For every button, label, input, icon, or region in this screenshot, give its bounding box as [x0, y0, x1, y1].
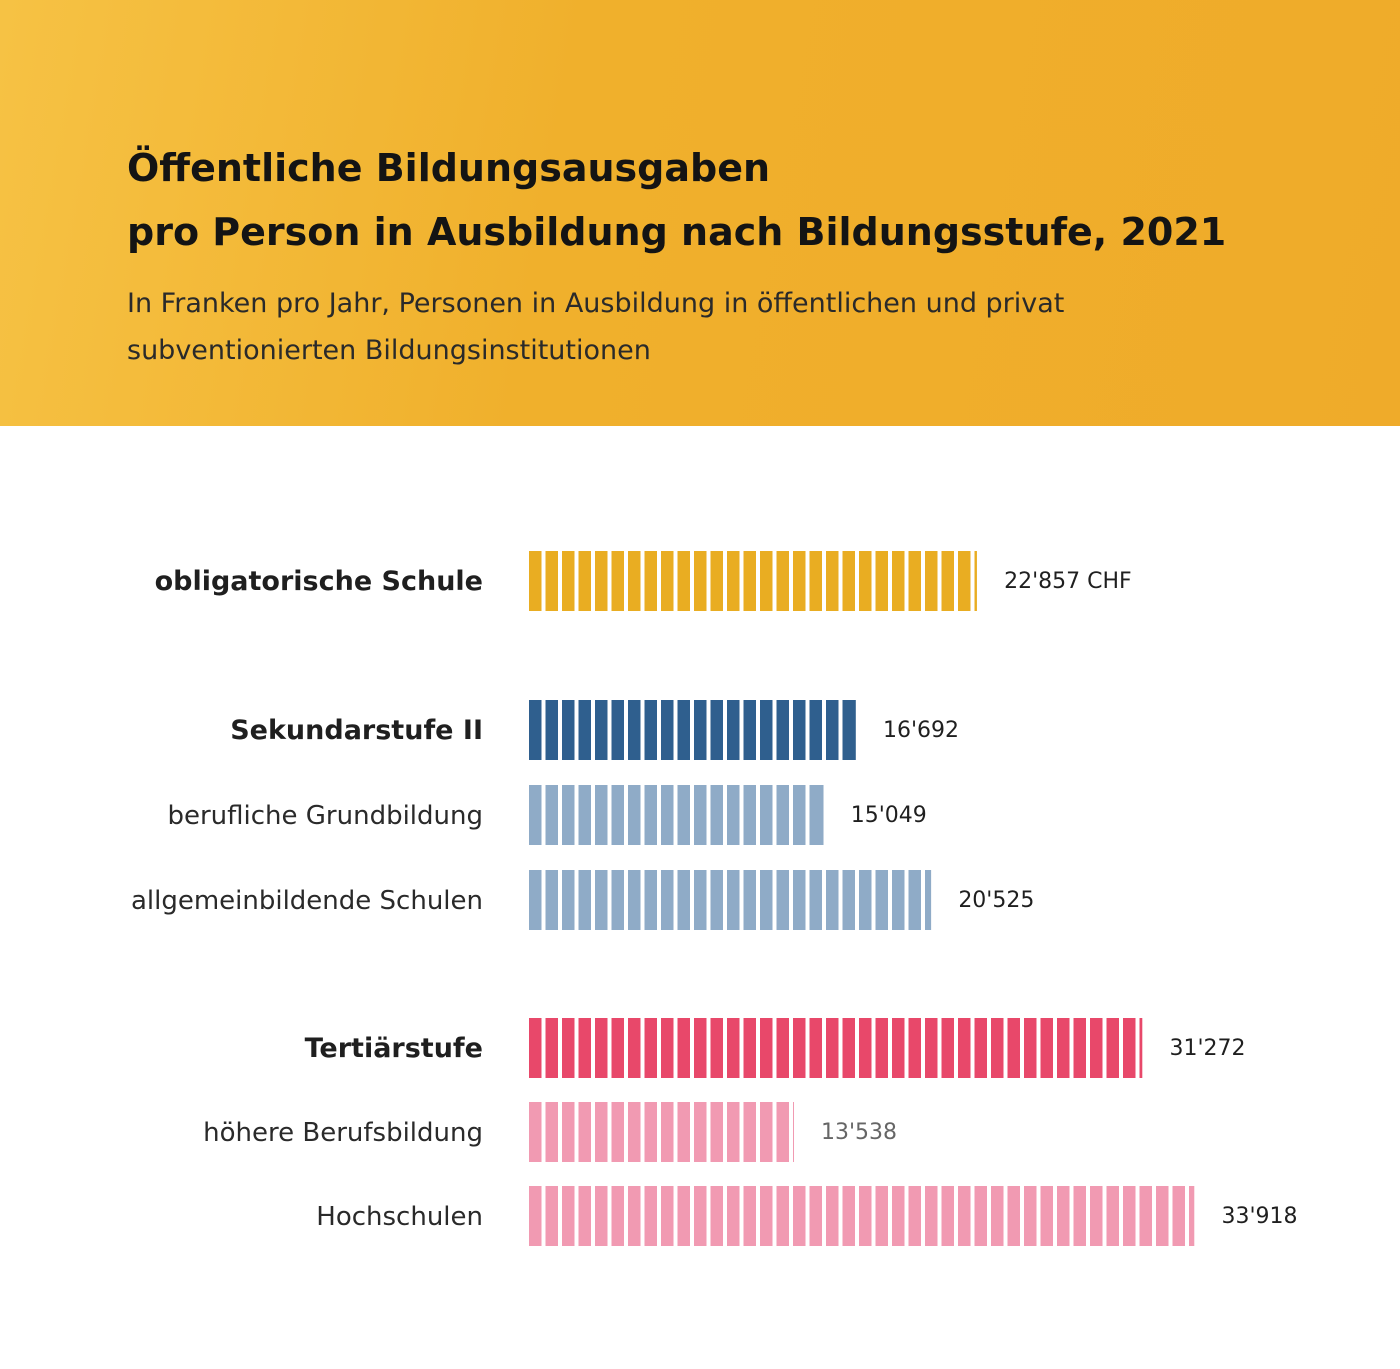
category-label-obligatorische-schule: obligatorische Schule [155, 566, 483, 597]
category-label-tertiaerstufe: Tertiärstufe [305, 1033, 483, 1064]
chart-title-line-2: pro Person in Ausbildung nach Bildungsst… [127, 210, 1227, 254]
value-label-tertiaerstufe: 31'272 [1169, 1036, 1245, 1061]
chart-title-line-1: Öffentliche Bildungsausgaben [127, 146, 771, 190]
category-label-allgemeinbildende-schulen: allgemeinbildende Schulen [131, 886, 483, 916]
category-label-hochschulen: Hochschulen [316, 1202, 483, 1232]
chart-subtitle-line-1: In Franken pro Jahr, Personen in Ausbild… [127, 288, 1065, 319]
value-label-hochschulen: 33'918 [1221, 1204, 1297, 1229]
bar-berufliche-grundbildung [529, 785, 824, 845]
chart-subtitle-line-2: subventionierten Bildungsinstitutionen [127, 335, 651, 366]
bar-chart: obligatorische Schule 22'857 CHF Sekundars… [131, 551, 1298, 1246]
value-label-sekundarstufe-ii: 16'692 [883, 718, 959, 743]
category-label-berufliche-grundbildung: berufliche Grundbildung [167, 801, 483, 831]
bar-sekundarstufe-ii [529, 700, 856, 760]
bar-tertiaerstufe [529, 1018, 1143, 1078]
bar-hochschulen [529, 1186, 1195, 1246]
bar-allgemeinbildende-schulen [529, 870, 932, 930]
category-label-sekundarstufe-ii: Sekundarstufe II [230, 715, 483, 746]
value-label-berufliche-grundbildung: 15'049 [851, 803, 927, 828]
value-label-allgemeinbildende-schulen: 20'525 [958, 888, 1034, 913]
chart-title: Öffentliche Bildungsausgaben pro Person … [127, 136, 1347, 264]
bar-hoehere-berufsbildung [529, 1102, 794, 1162]
chart-subtitle: In Franken pro Jahr, Personen in Ausbild… [127, 280, 1277, 374]
value-label-obligatorische-schule: 22'857 CHF [1004, 569, 1132, 594]
category-label-hoehere-berufsbildung: höhere Berufsbildung [203, 1118, 483, 1148]
value-label-hoehere-berufsbildung: 13'538 [821, 1120, 897, 1145]
header-banner: Öffentliche Bildungsausgaben pro Person … [0, 0, 1400, 426]
bar-obligatorische-schule [529, 551, 977, 611]
